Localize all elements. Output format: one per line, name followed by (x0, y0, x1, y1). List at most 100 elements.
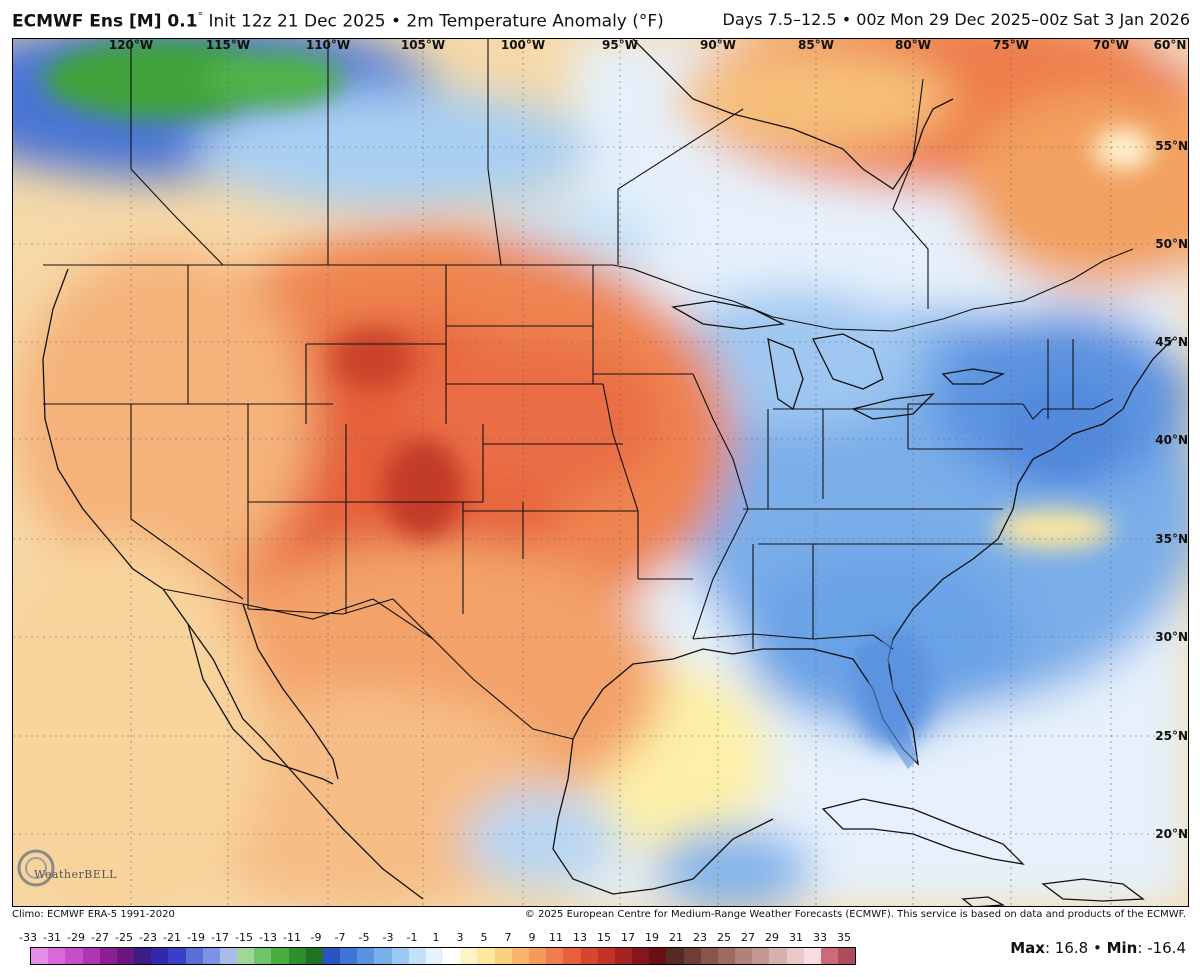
colorbar-tick-label: -11 (283, 931, 301, 944)
lat-label-25n: 25°N (1155, 729, 1188, 743)
colorbar-tick-label: -19 (187, 931, 205, 944)
lat-label-55n: 55°N (1155, 139, 1188, 153)
max-min-stats: Max: 16.8 • Min: -16.4 (1010, 939, 1186, 957)
lon-label-95w: 95°W (602, 38, 638, 52)
colorbar-swatch (546, 948, 564, 964)
colorbar-swatch (425, 948, 444, 964)
colorbar-swatch (340, 948, 358, 964)
colorbar-swatch (31, 948, 49, 964)
colorbar-swatch (443, 948, 461, 964)
colorbar-swatch (202, 948, 220, 964)
lon-label-120w: 120°W (108, 38, 154, 52)
colorbar-swatch (237, 948, 255, 964)
colorbar-swatch (322, 948, 341, 964)
colorbar-tick-label: -27 (91, 931, 109, 944)
coastlines (42, 39, 1174, 906)
valid-period: Days 7.5–12.5 • 00z Mon 29 Dec 2025–00z … (722, 10, 1190, 29)
colorbar-tick-label: -1 (406, 931, 418, 944)
colorbar-swatch (288, 948, 306, 964)
boundaries (43, 39, 1134, 740)
lon-label-105w: 105°W (400, 38, 446, 52)
colorbar-tick-label: 21 (669, 931, 683, 944)
colorbar-swatch (683, 948, 701, 964)
colorbar-swatch (666, 948, 684, 964)
colorbar-tick-label: 33 (813, 931, 827, 944)
colorbar-swatch (838, 948, 856, 964)
colorbar (30, 947, 856, 965)
colorbar-swatch (116, 948, 135, 964)
min-value: -16.4 (1147, 939, 1186, 957)
colorbar-swatch (460, 948, 478, 964)
colorbar-swatch (494, 948, 512, 964)
colorbar-ticks: -33 -31 -29 -27 -25 -23 -21 -19 -17 -15 -13 -11 -9 -7… (8, 931, 868, 945)
lat-label-30n: 30°N (1155, 630, 1188, 644)
colorbar-tick-label: 35 (837, 931, 851, 944)
colorbar-swatch (614, 948, 633, 964)
lon-label-70w: 70°W (1093, 38, 1129, 52)
colorbar-tick-label: 31 (789, 931, 803, 944)
colorbar-swatch (511, 948, 529, 964)
lon-label-115w: 115°W (205, 38, 251, 52)
lat-label-60n: 60°N (1153, 38, 1187, 52)
colorbar-tick-label: -17 (211, 931, 229, 944)
colorbar-swatch (649, 948, 667, 964)
florida-shape (853, 639, 918, 769)
colorbar-tick-label: 11 (549, 931, 563, 944)
degree-symbol: ° (197, 10, 204, 23)
colorbar-tick-label: 7 (504, 931, 512, 944)
lat-label-45n: 45°N (1155, 335, 1188, 349)
colorbar-swatch (82, 948, 100, 964)
model-name: ECMWF Ens [M] 0.1 (12, 11, 198, 32)
colorbar-tick-label: 3 (456, 931, 464, 944)
colorbar-tick-label: 27 (741, 931, 755, 944)
anomaly-field (13, 39, 1188, 906)
colorbar-tick-label: -21 (163, 931, 181, 944)
max-value: 16.8 (1054, 939, 1089, 957)
init-time: Init 12z 21 Dec 2025 (208, 11, 386, 32)
lon-label-100w: 100°W (500, 38, 546, 52)
colorbar-tick-label: 15 (597, 931, 611, 944)
stats-separator: • (1092, 939, 1102, 957)
colorbar-swatch (357, 948, 375, 964)
colorbar-tick-label: -23 (139, 931, 157, 944)
colorbar-swatch (271, 948, 289, 964)
colorbar-swatch (99, 948, 117, 964)
colorbar-swatch (769, 948, 787, 964)
min-label: Min (1106, 939, 1138, 957)
colorbar-swatch (803, 948, 821, 964)
map-svg (13, 39, 1188, 906)
colorbar-tick-label: 1 (432, 931, 440, 944)
colorbar-tick-label: 23 (693, 931, 707, 944)
colorbar-tick-label: 29 (765, 931, 779, 944)
colorbar-tick-label: 5 (480, 931, 488, 944)
colorbar-swatch (305, 948, 323, 964)
colorbar-tick-label: -9 (310, 931, 322, 944)
colorbar-swatch (151, 948, 169, 964)
colorbar-tick-label: -25 (115, 931, 133, 944)
colorbar-tick-label: 25 (717, 931, 731, 944)
colorbar-tick-label: -3 (382, 931, 394, 944)
colorbar-swatch (65, 948, 83, 964)
colorbar-swatch (580, 948, 598, 964)
colorbar-tick-label: -7 (334, 931, 346, 944)
colorbar-swatch (700, 948, 718, 964)
logo-text: WeatherBELL (34, 868, 117, 881)
lat-label-35n: 35°N (1155, 532, 1188, 546)
colorbar-swatch (374, 948, 392, 964)
colorbar-tick-label: 13 (573, 931, 587, 944)
colorbar-tick-label: 19 (645, 931, 659, 944)
colorbar-swatch (528, 948, 547, 964)
colorbar-swatch (48, 948, 66, 964)
lon-label-110w: 110°W (305, 38, 351, 52)
colorbar-tick-label: -33 (19, 931, 37, 944)
colorbar-tick-label: -29 (67, 931, 85, 944)
colorbar-swatch (563, 948, 581, 964)
lon-label-90w: 90°W (700, 38, 736, 52)
lon-label-80w: 80°W (895, 38, 931, 52)
colorbar-swatch (134, 948, 152, 964)
colorbar-swatch (597, 948, 615, 964)
colorbar-swatch (185, 948, 203, 964)
max-label: Max (1010, 939, 1045, 957)
colorbar-swatch (717, 948, 736, 964)
colorbar-swatch (786, 948, 804, 964)
